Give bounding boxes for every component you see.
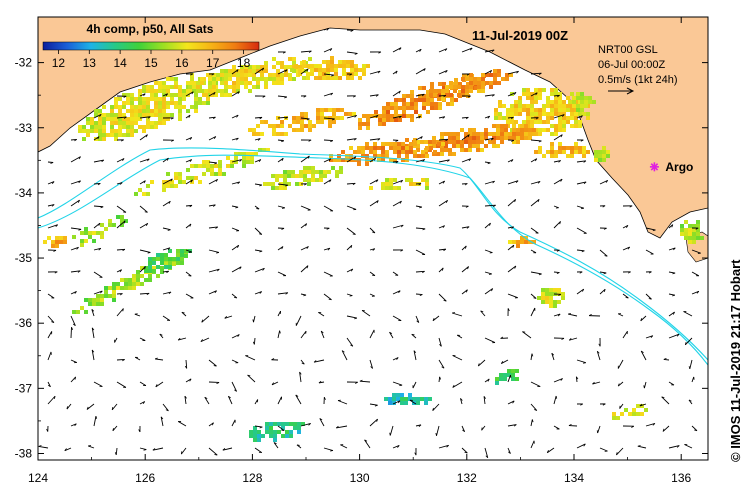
legend-line-1: NRT00 GSL xyxy=(598,44,658,56)
legend-line-3: 0.5m/s (1kt 24h) xyxy=(598,74,677,86)
x-tick-label: 126 xyxy=(135,471,155,485)
y-tick-label: -34 xyxy=(15,186,33,200)
y-tick-label: -35 xyxy=(15,251,33,265)
colorbar-tick-label: 13 xyxy=(83,56,97,70)
argo-label: Argo xyxy=(665,160,693,174)
credit-text: © IMOS 11-Jul-2019 21:17 Hobart xyxy=(728,259,743,462)
y-tick-label: -38 xyxy=(15,446,33,460)
legend-line-2: 06-Jul 00:00Z xyxy=(598,59,666,71)
legend-scale-arrow-icon xyxy=(608,87,635,95)
colorbar-tick-label: 17 xyxy=(206,56,220,70)
axes: 124 126 128 130 132 134 136 -32 -33 -34 -35 -36 -37 -… xyxy=(15,17,708,485)
colorbar-tick-label: 12 xyxy=(52,56,66,70)
map-title: 11-Jul-2019 00Z xyxy=(472,28,568,43)
argo-star-icon xyxy=(649,162,659,172)
y-tick-label: -32 xyxy=(15,56,33,70)
x-tick-label: 134 xyxy=(564,471,584,485)
shelf-contour-200m xyxy=(38,147,708,361)
colorbar-tick-label: 16 xyxy=(175,56,189,70)
colorbar-ramp xyxy=(42,41,260,51)
colorbar-tick-label: 14 xyxy=(113,56,127,70)
colorbar-ticks: 12 13 14 15 16 17 18 xyxy=(52,50,251,70)
colorbar-label: 4h comp, p50, All Sats xyxy=(87,22,214,36)
y-tick-label: -33 xyxy=(15,121,33,135)
shelf-contour-1000m xyxy=(38,154,708,366)
y-tick-label: -36 xyxy=(15,316,33,330)
land-mass xyxy=(38,17,708,239)
x-tick-label: 130 xyxy=(350,471,370,485)
colorbar: 4h comp, p50, All Sats 12 13 14 15 16 17 18 xyxy=(42,22,260,70)
sst-field xyxy=(43,56,704,442)
x-tick-label: 124 xyxy=(28,471,48,485)
colorbar-tick-label: 18 xyxy=(237,56,251,70)
argo-marker[interactable]: Argo xyxy=(649,160,694,174)
y-tick-label: -37 xyxy=(15,381,33,395)
current-vectors xyxy=(38,27,701,459)
x-tick-label: 136 xyxy=(671,471,691,485)
plot-frame xyxy=(37,16,709,461)
x-tick-label: 128 xyxy=(242,471,262,485)
vector-legend: NRT00 GSL 06-Jul 00:00Z 0.5m/s (1kt 24h) xyxy=(598,44,677,95)
colorbar-tick-label: 15 xyxy=(144,56,158,70)
x-tick-label: 132 xyxy=(457,471,477,485)
